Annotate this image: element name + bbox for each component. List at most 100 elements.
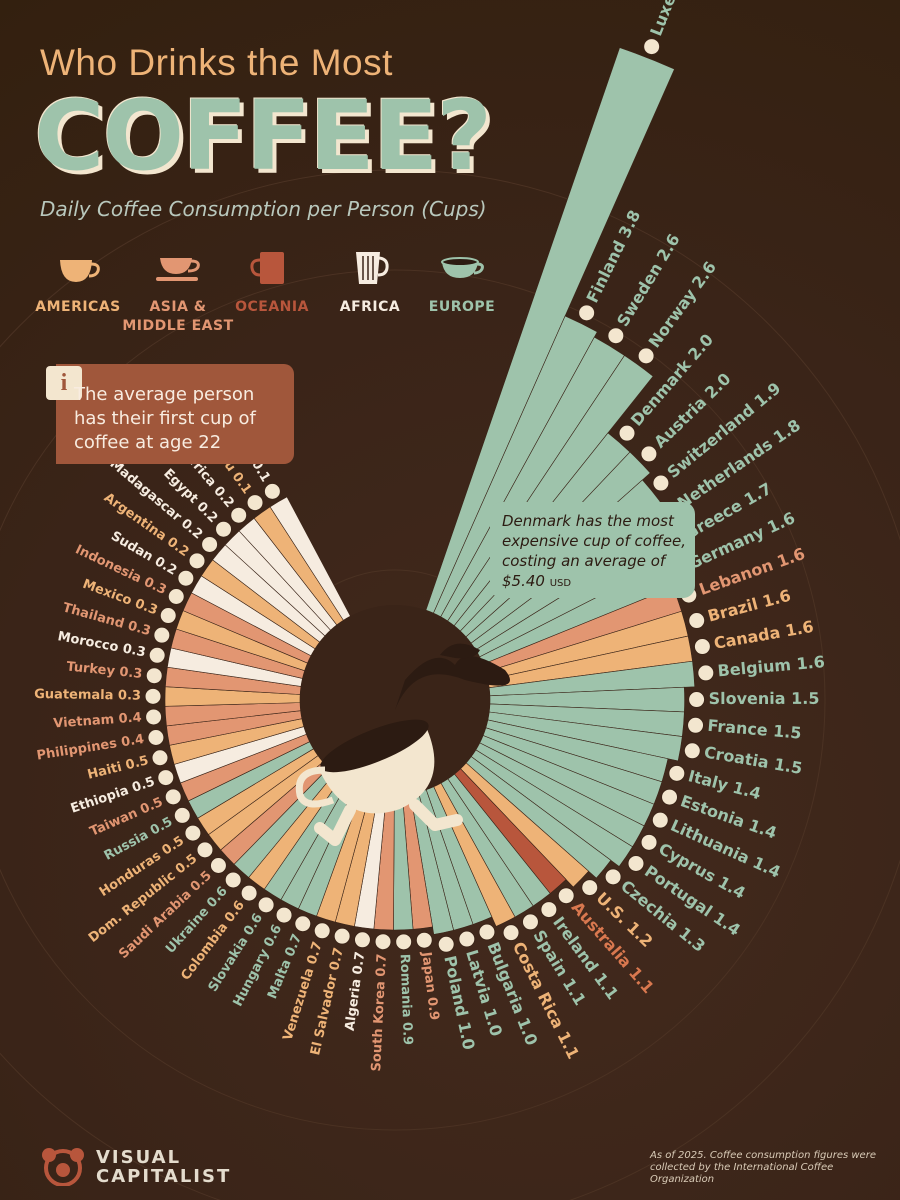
flag-icon bbox=[683, 742, 701, 760]
flag-icon bbox=[502, 924, 520, 942]
bar-label: Canada 1.6 bbox=[712, 617, 815, 653]
flag-icon bbox=[151, 749, 169, 767]
flag-icon bbox=[145, 708, 163, 726]
flag-icon bbox=[177, 569, 195, 587]
flag-icon bbox=[209, 857, 227, 875]
flag-icon bbox=[164, 788, 182, 806]
flag-icon bbox=[173, 806, 191, 824]
info-box bbox=[56, 364, 294, 464]
coffee-cup-icon bbox=[295, 643, 510, 846]
flag-icon bbox=[263, 482, 281, 500]
flag-icon bbox=[521, 913, 539, 931]
flag-icon bbox=[374, 933, 392, 951]
flag-icon bbox=[640, 445, 658, 463]
flag-icon bbox=[618, 424, 636, 442]
flag-icon bbox=[148, 646, 166, 664]
flag-icon bbox=[333, 927, 351, 945]
flag-icon bbox=[607, 327, 625, 345]
flag-icon bbox=[578, 304, 596, 322]
bar-label: Belgium 1.6 bbox=[717, 652, 826, 680]
bar-label: Slovenia 1.5 bbox=[709, 689, 820, 708]
chart-subtitle: Daily Coffee Consumption per Person (Cup… bbox=[40, 197, 487, 221]
legend-asia: ASIA & MIDDLE EAST bbox=[118, 248, 238, 336]
flag-icon bbox=[145, 667, 163, 685]
flag-icon bbox=[395, 933, 413, 951]
legend-americas: AMERICAS bbox=[18, 248, 138, 317]
flag-icon bbox=[201, 535, 219, 553]
flag-icon bbox=[224, 871, 242, 889]
flag-icon bbox=[294, 915, 312, 933]
flag-icon bbox=[668, 764, 686, 782]
flag-icon bbox=[688, 612, 706, 630]
source-note: As of 2025. Coffee consumption figures w… bbox=[650, 1150, 876, 1185]
flag-icon bbox=[643, 38, 661, 56]
flag-icon bbox=[661, 788, 679, 806]
flag-icon bbox=[188, 552, 206, 570]
flag-icon bbox=[184, 824, 202, 842]
legend-label: AMERICAS bbox=[35, 299, 121, 315]
flag-icon bbox=[652, 474, 670, 492]
flag-icon bbox=[275, 906, 293, 924]
flag-icon bbox=[240, 884, 258, 902]
flag-icon bbox=[581, 879, 599, 897]
flag-icon bbox=[651, 811, 669, 829]
flag-icon bbox=[147, 728, 165, 746]
flag-icon bbox=[458, 930, 476, 948]
bar-label: Japan 0.9 bbox=[418, 950, 441, 1021]
flag-icon bbox=[313, 922, 331, 940]
flag-icon bbox=[415, 931, 433, 949]
teacup-icon bbox=[156, 258, 200, 281]
callout-text: Denmark has the most expensive cup of co… bbox=[502, 512, 686, 590]
bar-label: South Korea 0.7 bbox=[369, 953, 390, 1071]
flag-icon bbox=[215, 520, 233, 538]
denmark-callout bbox=[490, 502, 695, 598]
flag-icon bbox=[437, 935, 455, 953]
page-title: COFFEE? bbox=[34, 80, 492, 192]
legend-label: EUROPE bbox=[428, 299, 496, 315]
flag-icon bbox=[687, 716, 705, 734]
callout-unit: USD bbox=[549, 578, 572, 589]
legend-label: AFRICA bbox=[339, 299, 401, 315]
info-text: The average person has their first cup o… bbox=[74, 384, 256, 453]
guide-ring bbox=[0, 169, 900, 1200]
mug-icon bbox=[250, 252, 284, 284]
flag-icon bbox=[257, 896, 275, 914]
flag-icon bbox=[557, 887, 575, 905]
bar-label: Vietnam 0.4 bbox=[53, 710, 142, 731]
legend-africa: AFRICA bbox=[310, 248, 430, 317]
flag-icon bbox=[144, 687, 162, 705]
flag-icon bbox=[637, 347, 655, 365]
flag-icon bbox=[159, 607, 177, 625]
flag-icon bbox=[230, 506, 248, 524]
bar-label: France 1.5 bbox=[707, 716, 802, 743]
flag-icon bbox=[196, 841, 214, 859]
title-line-1: Who Drinks the Most bbox=[40, 42, 393, 83]
flag-icon bbox=[478, 923, 496, 941]
flag-icon bbox=[688, 691, 706, 709]
flag-icon bbox=[153, 626, 171, 644]
legend-label: ASIA & MIDDLE EAST bbox=[122, 299, 234, 334]
flag-icon bbox=[693, 638, 711, 656]
flag-icon bbox=[604, 868, 622, 886]
flag-icon bbox=[540, 901, 558, 919]
visual-capitalist-logo bbox=[42, 1148, 84, 1186]
coffee-cup-icon bbox=[60, 260, 100, 282]
flag-icon bbox=[640, 833, 658, 851]
brand-name: VISUAL CAPITALIST bbox=[96, 1147, 232, 1187]
flag-icon bbox=[167, 588, 185, 606]
flag-icon bbox=[627, 854, 645, 872]
bar-label: Turkey 0.3 bbox=[66, 659, 143, 682]
bar-label: Guatemala 0.3 bbox=[34, 687, 141, 704]
bar-label: Algeria 0.7 bbox=[343, 951, 369, 1032]
glass-cup-icon bbox=[356, 252, 389, 284]
legend-label: OCEANIA bbox=[235, 299, 309, 315]
bar-label: Romania 0.9 bbox=[397, 954, 415, 1046]
info-icon: i bbox=[46, 366, 82, 400]
flag-icon bbox=[157, 769, 175, 787]
guide-ring bbox=[0, 269, 826, 1131]
flag-icon bbox=[697, 664, 715, 682]
flag-icon bbox=[353, 931, 371, 949]
legend-oceania: OCEANIA bbox=[212, 248, 332, 317]
